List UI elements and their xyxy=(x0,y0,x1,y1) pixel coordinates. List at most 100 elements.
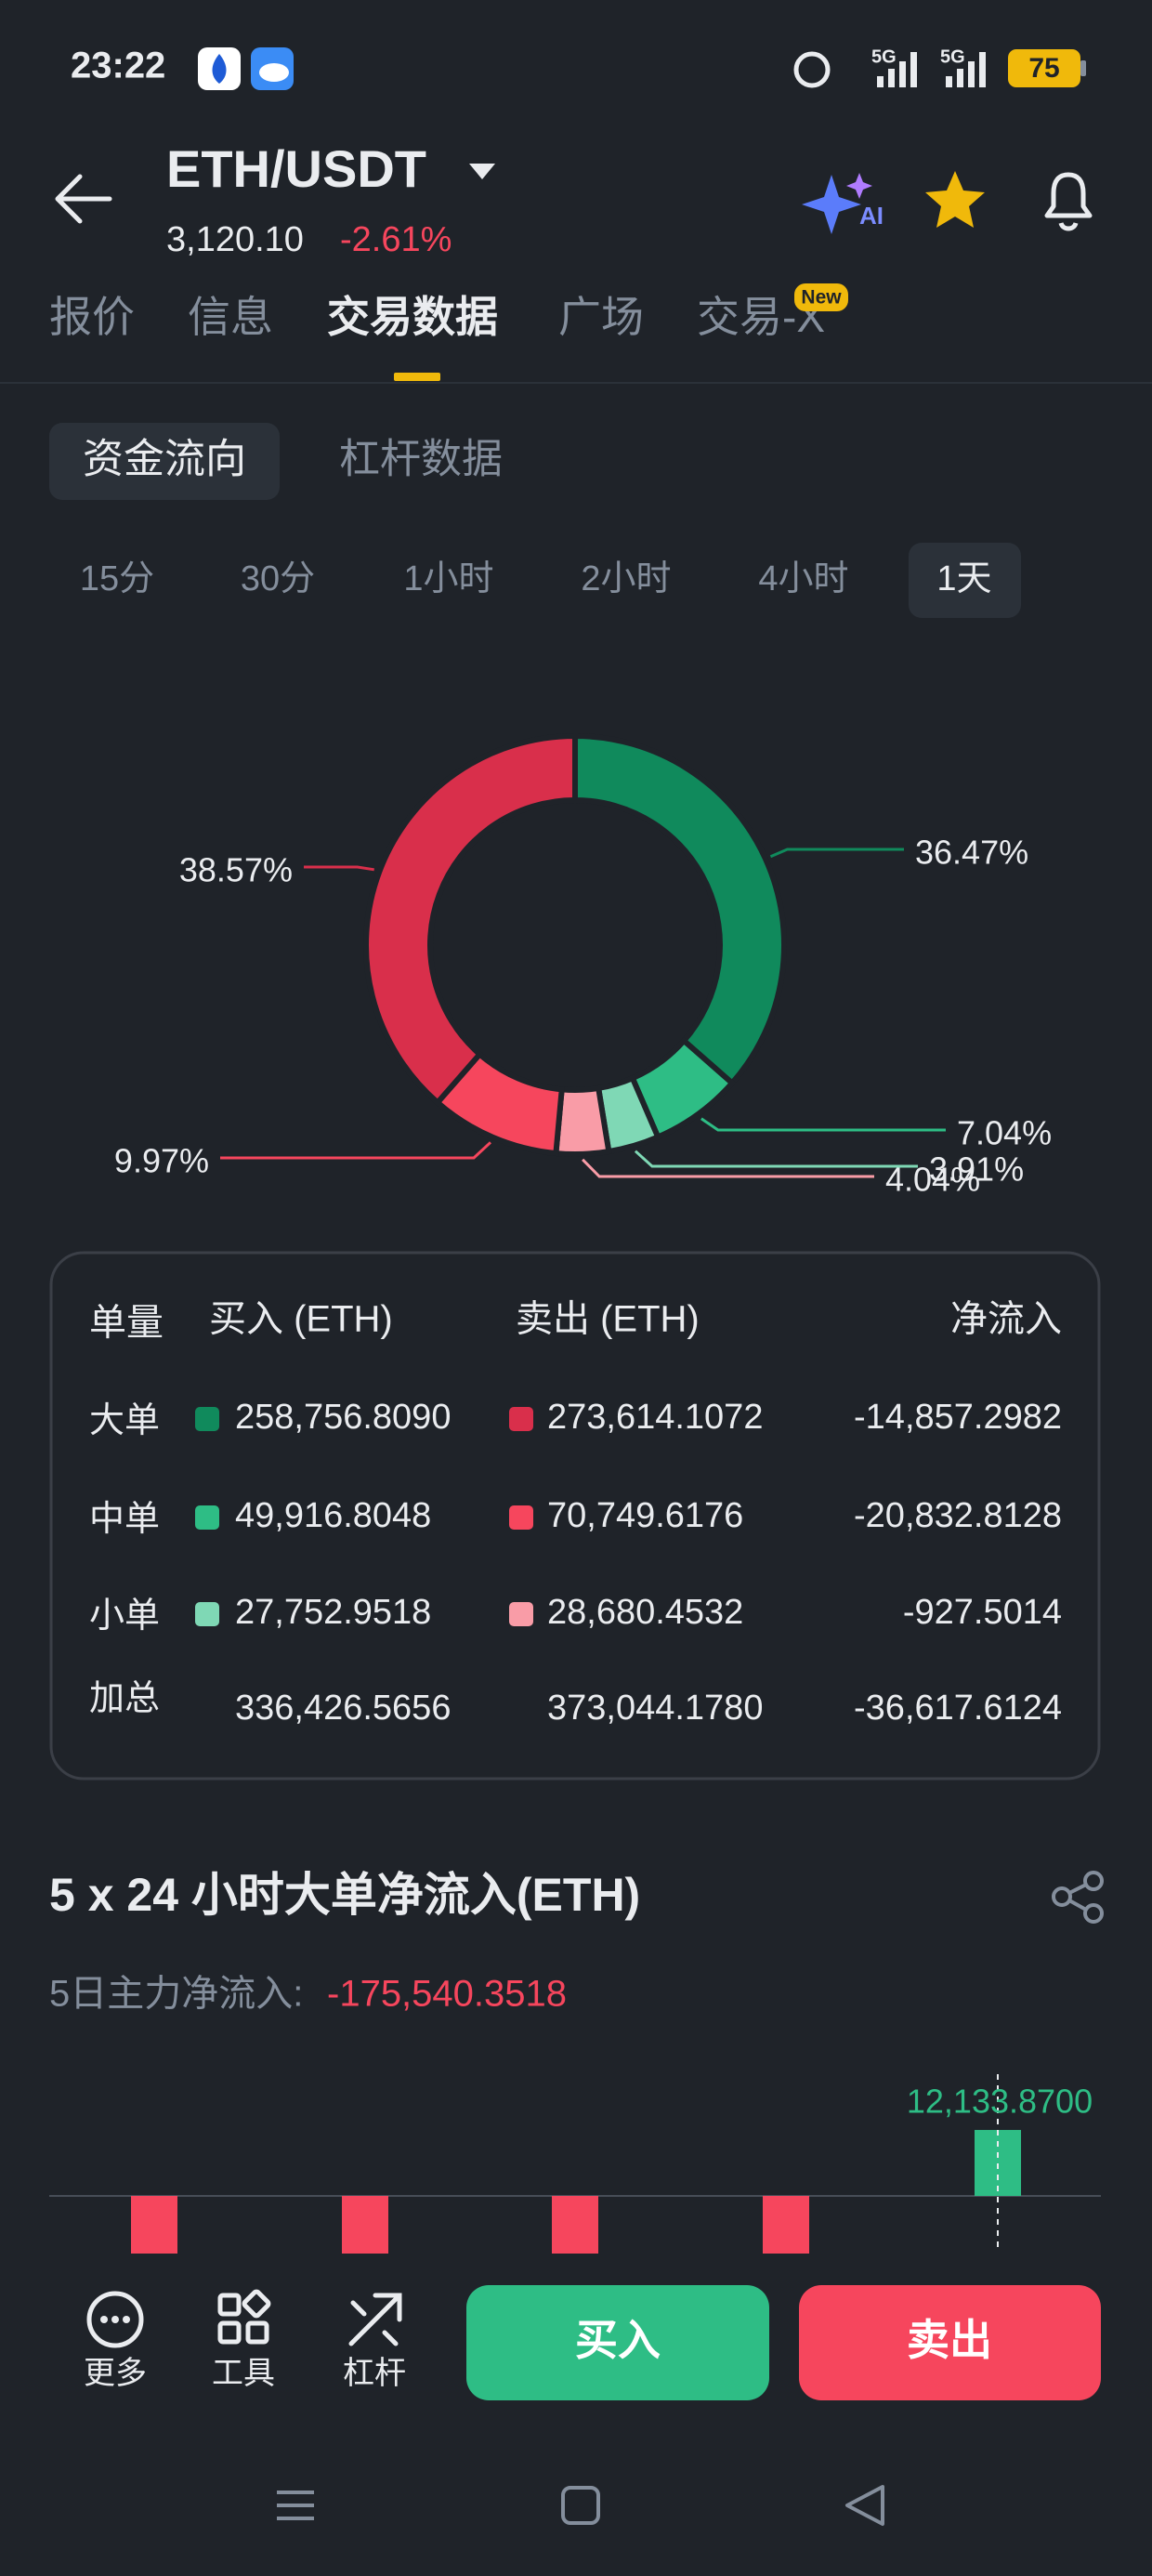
clock: 23:22 xyxy=(71,46,165,86)
app-icon-glyph xyxy=(212,54,227,84)
ai-icon-spark xyxy=(846,173,872,199)
signal-icon xyxy=(877,52,917,87)
buy-amount: 49,916.8048 xyxy=(235,1496,431,1535)
weather-icon-glyph xyxy=(259,63,289,82)
action-label[interactable]: 工具 xyxy=(212,2356,275,2391)
interval[interactable]: 1小时 xyxy=(403,559,493,598)
interval[interactable]: 15分 xyxy=(80,559,154,598)
donut-label: 7.04% xyxy=(957,1114,1052,1152)
buy-amount: 258,756.8090 xyxy=(235,1398,451,1437)
action-label[interactable]: 杠杆 xyxy=(343,2356,406,2391)
interval[interactable]: 2小时 xyxy=(581,559,671,598)
action-label[interactable]: 更多 xyxy=(84,2356,147,2391)
system-menu[interactable] xyxy=(277,2491,314,2520)
new-badge xyxy=(794,283,848,311)
system-back[interactable] xyxy=(845,2485,884,2526)
leverage-icon[interactable] xyxy=(348,2293,402,2346)
pair-title[interactable]: ETH/USDT xyxy=(166,139,426,198)
donut-segment xyxy=(572,732,787,1087)
leader-line xyxy=(220,1141,492,1160)
network-label: 5G xyxy=(871,46,897,67)
buy-swatch xyxy=(195,1505,219,1530)
buy-amount: 27,752.9518 xyxy=(235,1593,431,1632)
donut-label: 36.47% xyxy=(915,834,1028,872)
sell-amount: 273,614.1072 xyxy=(547,1398,763,1437)
signal-icon xyxy=(946,52,986,87)
more-icon-dots xyxy=(100,2316,130,2323)
tab[interactable]: 广场 xyxy=(558,293,644,341)
network-label: 5G xyxy=(940,46,965,67)
row-label: 加总 xyxy=(89,1679,160,1718)
bar-value-label: 12,133.8700 xyxy=(907,2083,1093,2121)
net-amount: -14,857.2982 xyxy=(854,1398,1062,1437)
sell-swatch xyxy=(509,1407,533,1431)
summary-value: -175,540.3518 xyxy=(327,1974,567,2015)
flow-bar xyxy=(975,2130,1021,2196)
buy-swatch xyxy=(195,1602,219,1626)
alarm-icon xyxy=(793,51,831,88)
donut-label: 4.04% xyxy=(885,1161,980,1199)
tab[interactable]: 报价 xyxy=(49,293,135,341)
leader-line xyxy=(769,848,904,859)
battery-level: 75 xyxy=(1028,53,1059,84)
row-label: 大单 xyxy=(89,1401,160,1440)
new-badge-label: New xyxy=(801,287,842,309)
sell-amount: 373,044.1780 xyxy=(547,1689,763,1728)
favorite-button[interactable] xyxy=(925,171,985,228)
net-amount: -927.5014 xyxy=(903,1593,1062,1632)
row-label: 小单 xyxy=(89,1597,160,1636)
donut-label: 3.91% xyxy=(929,1150,1024,1189)
interval-active[interactable]: 1天 xyxy=(936,559,991,598)
sell-swatch xyxy=(509,1505,533,1530)
alert-button[interactable] xyxy=(1044,172,1093,231)
table-header: 单量 xyxy=(89,1303,164,1344)
battery xyxy=(1008,49,1080,87)
tab[interactable]: 信息 xyxy=(188,293,273,341)
tools-icon[interactable] xyxy=(217,2289,271,2345)
battery-tip xyxy=(1080,60,1086,76)
interval[interactable]: 4小时 xyxy=(758,559,848,598)
system-home[interactable] xyxy=(561,2486,600,2525)
ai-icon[interactable] xyxy=(802,175,861,234)
buy-label[interactable]: 买入 xyxy=(575,2316,661,2364)
sub-tab-active[interactable]: 资金流向 xyxy=(83,437,246,482)
interval[interactable]: 30分 xyxy=(241,559,315,598)
sell-swatch xyxy=(509,1602,533,1626)
table-rows: 大单 258,756.8090 273,614.1072 -14,857.2982 中单… xyxy=(89,1398,1062,1728)
sell-amount: 28,680.4532 xyxy=(547,1593,743,1632)
buy-amount: 336,426.5656 xyxy=(235,1689,451,1728)
donut-segment xyxy=(553,1084,612,1157)
donut-segment xyxy=(363,732,578,1107)
buy-button[interactable] xyxy=(466,2285,769,2400)
leader-line xyxy=(304,865,374,872)
table-header: 买入 (ETH) xyxy=(209,1299,393,1340)
price-change: -2.61% xyxy=(340,220,452,259)
back-button[interactable] xyxy=(55,174,112,224)
more-icon[interactable] xyxy=(86,2291,144,2348)
ai-icon-label: AI xyxy=(859,202,884,230)
net-amount: -20,832.8128 xyxy=(854,1496,1062,1535)
section-title: 5 x 24 小时大单净流入(ETH) xyxy=(49,1869,640,1921)
sub-tab-bg xyxy=(49,423,280,500)
donut-chart: 36.47% 7.04%3.91%4.04% 9.97% 38.57% xyxy=(114,732,1052,1199)
sell-amount: 70,749.6176 xyxy=(547,1496,743,1535)
tab-active[interactable]: 交易数据 xyxy=(327,293,498,341)
interval-active-bg xyxy=(909,543,1021,618)
summary-label: 5日主力净流入: xyxy=(49,1974,303,2015)
leader-line xyxy=(582,1158,874,1178)
sell-label[interactable]: 卖出 xyxy=(907,2316,992,2364)
buy-swatch xyxy=(195,1407,219,1431)
table-header: 净流入 xyxy=(950,1299,1062,1340)
sub-tab[interactable]: 杠杆数据 xyxy=(339,437,503,482)
donut-label: 38.57% xyxy=(179,851,293,889)
leader-line xyxy=(700,1117,946,1132)
donut-label: 9.97% xyxy=(114,1142,209,1180)
leader-line xyxy=(634,1150,918,1168)
share-button[interactable] xyxy=(1052,1871,1104,1924)
row-label: 中单 xyxy=(89,1500,160,1539)
sell-button[interactable] xyxy=(799,2285,1101,2400)
last-price: 3,120.10 xyxy=(166,220,304,259)
pair-dropdown[interactable] xyxy=(469,164,495,179)
